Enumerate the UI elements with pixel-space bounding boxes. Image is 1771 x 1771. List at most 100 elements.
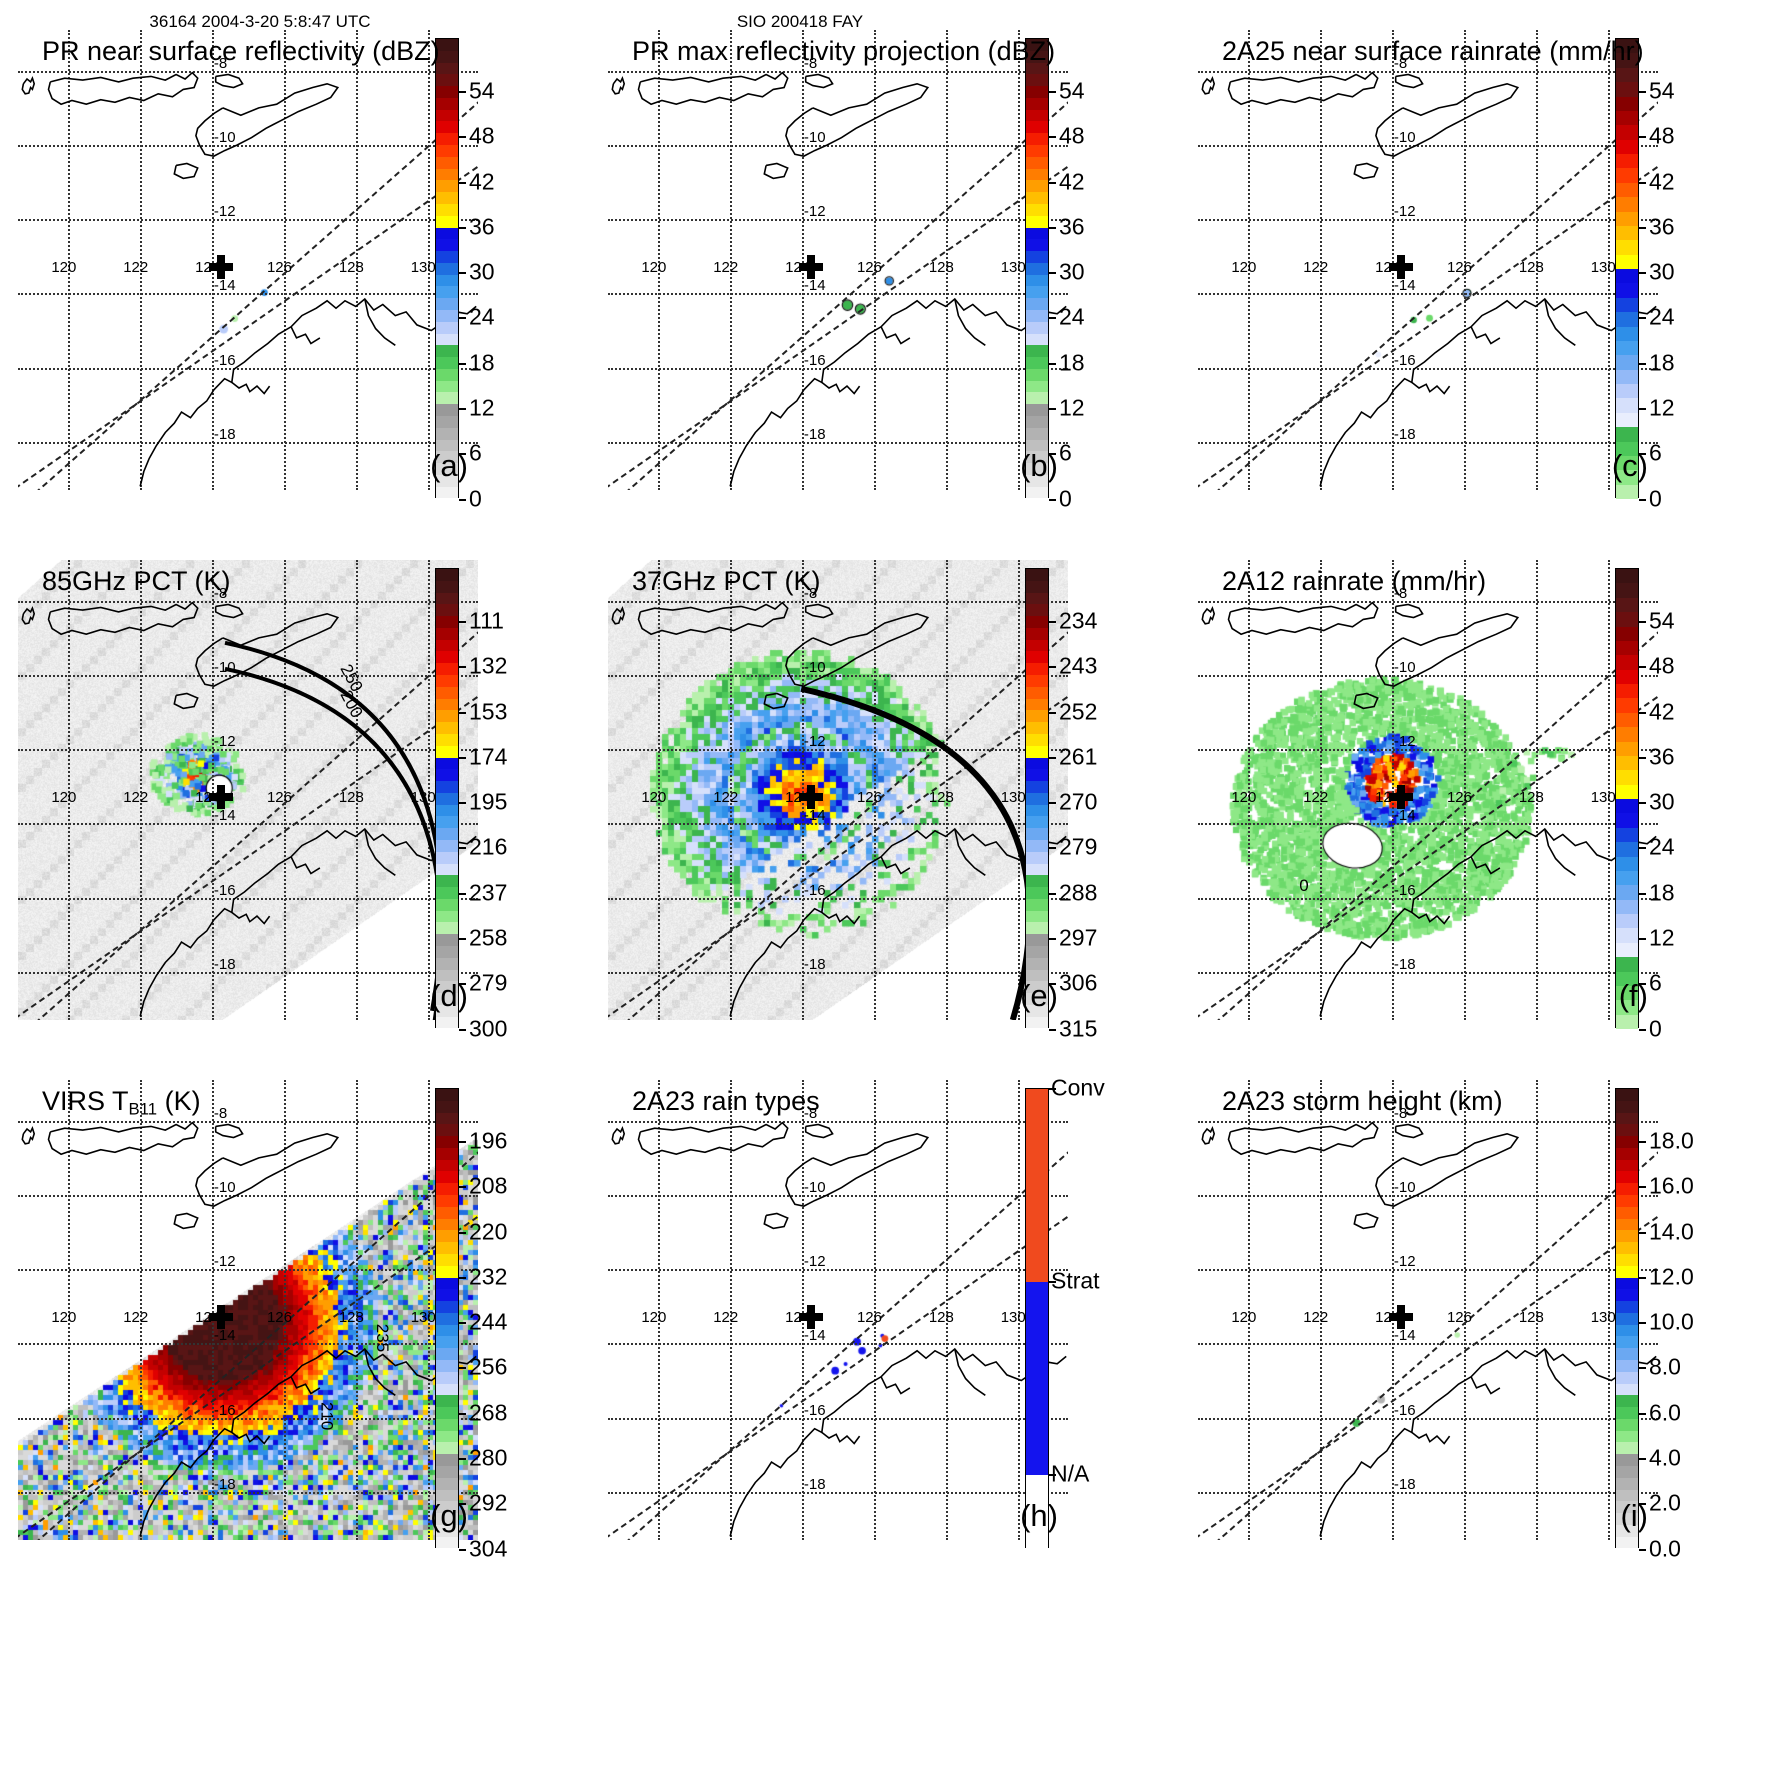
axis-label-longitude: 122: [123, 789, 149, 807]
colorbar-tick: [1049, 136, 1056, 139]
colorbar-segment: [1616, 870, 1638, 886]
colorbar-tick: [459, 1322, 466, 1325]
colorbar-segment: [1616, 1195, 1638, 1207]
colorbar-segment: [436, 863, 458, 876]
colorbar-tick: [459, 938, 466, 941]
colorbar-segment: [1026, 416, 1048, 428]
axis-label-latitude: -12: [1393, 203, 1416, 221]
panel-b: 120 122 124 126 128 130 -8 -10 -12 -14 -16 -18 PR ma…: [608, 30, 1485, 510]
axis-label-longitude: 128: [1518, 789, 1544, 807]
gridline-latitude: [18, 600, 478, 603]
gridline-longitude: [283, 30, 286, 490]
axis-label-longitude: 130: [1000, 1309, 1026, 1327]
colorbar-segment: [1616, 1112, 1638, 1125]
colorbar-tick: [1639, 756, 1646, 759]
colorbar-segment: [1616, 1501, 1638, 1514]
axis-label-longitude: 130: [1590, 1309, 1616, 1327]
colorbar-segment: [436, 781, 458, 793]
colorbar-tick-label: 10.0: [1649, 1308, 1694, 1335]
map-panel-a[interactable]: 120 122 124 126 128 130 -8 -10 -12 -14 -16 -18 PR ne…: [18, 30, 478, 490]
header-right: SIO 200418 FAY: [736, 12, 864, 31]
axis-label-latitude: -10: [213, 129, 236, 146]
colorbar-tick-label: 252: [1059, 698, 1098, 725]
colorbar-segment: [1616, 67, 1638, 83]
colorbar-segment: [1616, 254, 1638, 269]
colorbar-segment: [1026, 675, 1048, 687]
colorbar-tick: [1639, 892, 1646, 895]
colorbar-tick-label: 18: [1649, 879, 1675, 906]
map-panel-g[interactable]: 120 122 124 126 128 130 -8 -10 -12 -14 -16 -18 235 21…: [18, 1080, 478, 1540]
axis-label-longitude: 130: [1590, 259, 1616, 277]
colorbar-tick-label: 8.0: [1649, 1353, 1681, 1380]
map-panel-c[interactable]: 120 122 124 126 128 130 -8 -10 -12 -14 -16 -18 2A25 …: [1198, 30, 1658, 490]
colorbar-segment: [1026, 651, 1048, 664]
colorbar-segment: [1026, 969, 1048, 982]
map-panel-b[interactable]: 120 122 124 126 128 130 -8 -10 -12 -14 -16 -18 PR ma…: [608, 30, 1068, 490]
gridline-latitude: [1198, 1269, 1658, 1272]
storm-center-marker: [1389, 785, 1414, 810]
colorbar-segment: [1616, 640, 1638, 656]
colorbar-tick: [1639, 408, 1646, 411]
colorbar-tick: [1639, 1231, 1646, 1234]
colorbar-segment: [1026, 286, 1048, 299]
gridline-latitude: [608, 1491, 1068, 1494]
data-layer-h: [608, 1080, 1068, 1540]
colorbar-segment: [1026, 62, 1048, 75]
colorbar-segment: [1616, 369, 1638, 384]
map-panel-e[interactable]: 120 122 124 126 128 130 -8 -10 -12 -14 -16 -18 37GHz…: [608, 560, 1068, 1020]
colorbar-segment: [436, 97, 458, 110]
colorbar-segment: [436, 1418, 458, 1431]
colorbar-tick: [1049, 938, 1056, 941]
colorbar-segment: [1616, 985, 1638, 1001]
colorbar-segment: [436, 1454, 458, 1466]
colorbar-segment: [436, 286, 458, 299]
colorbar-tick: [1639, 181, 1646, 184]
axis-label-longitude: 122: [1303, 1309, 1329, 1327]
map-panel-d[interactable]: 120 122 124 126 128 130 -8 -10 -12 -14 -16 -18 250 20…: [18, 560, 478, 1020]
colorbar-segment: [1616, 1383, 1638, 1396]
colorbar-segment: [1616, 412, 1638, 428]
map-panel-i[interactable]: 120 122 124 126 128 130 -8 -10 -12 -14 -16 -18 2A23 …: [1198, 1080, 1658, 1540]
axis-label-latitude: -16: [213, 351, 236, 369]
colorbar-segment: [436, 1253, 458, 1266]
colorbar-segment: [436, 887, 458, 899]
gridline-latitude: [18, 749, 478, 752]
panel-title-b: PR max reflectivity projection (dBZ): [632, 36, 1056, 66]
gridline-latitude: [608, 1343, 1068, 1346]
colorbar-segment: [1616, 597, 1638, 613]
colorbar-segment: [436, 1230, 458, 1243]
colorbar-segment: [436, 969, 458, 982]
colorbar-segment: [436, 145, 458, 157]
gridline-longitude: [1607, 30, 1610, 490]
gridline-latitude: [1198, 749, 1658, 752]
colorbar-tick-label: 306: [1059, 969, 1098, 996]
colorbar-tick-label: 18.0: [1649, 1127, 1694, 1154]
colorbar-gradient: [435, 38, 459, 499]
colorbar-segment: [436, 828, 458, 840]
colorbar-segment: [1026, 769, 1048, 782]
colorbar-segment: [1026, 804, 1048, 817]
colorbar-tick-label: 292: [469, 1489, 508, 1516]
colorbar-segment: [1026, 262, 1048, 275]
map-panel-h[interactable]: 120 122 124 126 128 130 -8 -10 -12 -14 -16 -18 2A23 …: [608, 1080, 1068, 1540]
colorbar-segment: [1616, 1089, 1638, 1101]
colorbar-segment: [436, 1112, 458, 1125]
axis-label-latitude: -8: [213, 54, 228, 72]
axis-label-latitude: -18: [213, 425, 236, 443]
gridline-longitude: [945, 1080, 948, 1540]
colorbar-segment: [1026, 1016, 1048, 1029]
panel-title-f: 2A12 rainrate (mm/hr): [1222, 566, 1487, 596]
colorbar-tick: [1639, 1186, 1646, 1189]
panel-letter-a: (a): [430, 448, 468, 483]
colorbar-segment: [436, 463, 458, 475]
colorbar-segment: [436, 1171, 458, 1184]
colorbar-gradient: [1615, 1088, 1639, 1549]
panel-d: 120 122 124 126 128 130 -8 -10 -12 -14 -16 -18 250 20…: [18, 560, 895, 1040]
colorbar-tick-label: 42: [469, 168, 495, 195]
map-panel-f[interactable]: 120 122 124 126 128 130 -8 -10 -12 -14 -16 -18 0 2A12…: [1198, 560, 1658, 1020]
colorbar-tick: [1639, 136, 1646, 139]
gridline-latitude: [18, 675, 478, 677]
colorbar-segment: [1616, 928, 1638, 943]
colorbar-tick: [1049, 892, 1056, 895]
axis-label-longitude: 128: [1518, 259, 1544, 277]
